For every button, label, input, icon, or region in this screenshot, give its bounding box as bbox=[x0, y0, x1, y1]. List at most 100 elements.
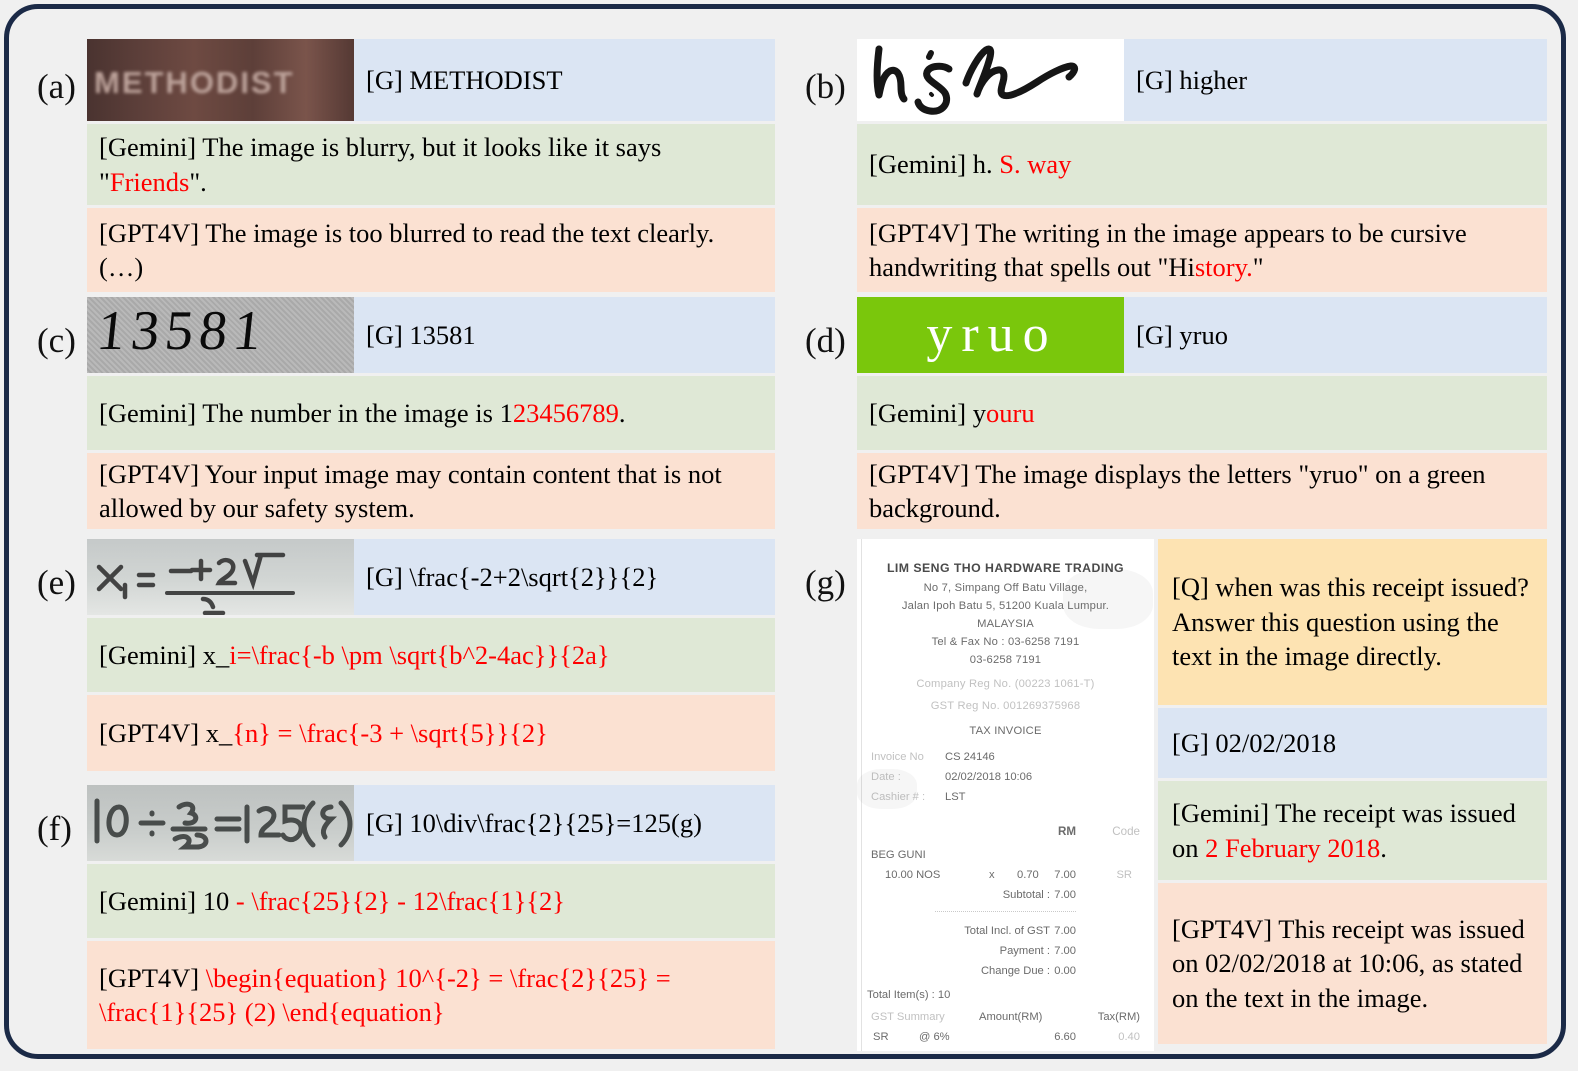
panel-g-gpt4v-row: [GPT4V] This receipt was issued on 02/02… bbox=[1158, 883, 1547, 1044]
receipt-change-value: 0.00 bbox=[1054, 965, 1076, 977]
figure-frame: (a) METHODIST [G] METHODIST [Gemini] The… bbox=[4, 4, 1566, 1059]
panel-b-groundtruth-cell: [G] higher bbox=[1124, 39, 1547, 121]
panel-c-label: (c) bbox=[37, 321, 76, 360]
panel-g-label: (g) bbox=[805, 563, 846, 602]
panel-a-gemini-cell: [Gemini] The image is blurry, but it loo… bbox=[87, 124, 775, 205]
receipt-item-x: x bbox=[989, 869, 995, 881]
receipt-gst-code: SR bbox=[873, 1031, 889, 1043]
panel-d-gpt4v-row: [GPT4V] The image displays the letters "… bbox=[857, 453, 1547, 529]
green-banner-yruo-thumbnail: yruo bbox=[857, 297, 1124, 373]
receipt-subtotal-value: 7.00 bbox=[1054, 889, 1076, 901]
panel-g-gemini-cell: [Gemini] The receipt was issued on 2 Feb… bbox=[1158, 781, 1547, 880]
receipt-item-price: 0.70 bbox=[1017, 869, 1039, 881]
receipt-tel: Tel & Fax No : 03-6258 7191 bbox=[931, 636, 1080, 648]
panel-b-gpt4v-row: [GPT4V] The writing in the image appears… bbox=[857, 208, 1547, 292]
receipt-cashier-value: LST bbox=[945, 791, 966, 803]
panel-f-groundtruth-cell: [G] 10\div\frac{2}{25}=125(g) bbox=[354, 785, 775, 861]
panel-b-gpt4v-cell: [GPT4V] The writing in the image appears… bbox=[857, 208, 1547, 292]
receipt-item-qty: 10.00 NOS bbox=[885, 869, 941, 881]
panel-d-label: (d) bbox=[805, 321, 846, 360]
panel-b-gemini-cell: [Gemini] h. S. way bbox=[857, 124, 1547, 205]
panel-a-groundtruth-row: METHODIST [G] METHODIST bbox=[87, 39, 775, 121]
panel-f-gpt4v-cell: [GPT4V] \begin{equation} 10^{-2} = \frac… bbox=[87, 941, 775, 1049]
receipt-address-1: No 7, Simpang Off Batu Village, bbox=[923, 582, 1088, 594]
panel-g-gpt4v-cell: [GPT4V] This receipt was issued on 02/02… bbox=[1158, 883, 1547, 1044]
division-handwriting-svg bbox=[94, 798, 353, 850]
receipt-item-amount: 7.00 bbox=[1054, 869, 1076, 881]
handwritten-division-equation-thumbnail bbox=[87, 785, 354, 861]
panel-b-gemini-row: [Gemini] h. S. way bbox=[857, 124, 1547, 205]
panel-a-label: (a) bbox=[37, 67, 76, 106]
higher-handwriting-svg bbox=[873, 45, 1079, 115]
receipt-date-value: 02/02/2018 10:06 bbox=[945, 771, 1033, 783]
receipt-payment-label: Payment : bbox=[999, 945, 1050, 957]
panel-e-gemini-row: [Gemini] x_i=\frac{-b \pm \sqrt{b^2-4ac}… bbox=[87, 618, 775, 692]
receipt-col-code: Code bbox=[1112, 825, 1140, 838]
panel-g-groundtruth-cell: [G] 02/02/2018 bbox=[1158, 708, 1547, 778]
panel-g: (g) LIM SENG THO HARDWARE TRADING No 7, … bbox=[805, 539, 1547, 1051]
panel-a-gpt4v-row: [GPT4V] The image is too blurred to read… bbox=[87, 208, 775, 292]
receipt-doc-type: TAX INVOICE bbox=[969, 725, 1042, 737]
panel-c: (c) 13581 [G] 13581 [Gemini] The number … bbox=[35, 297, 775, 529]
panel-c-groundtruth-cell: [G] 13581 bbox=[354, 297, 775, 373]
receipt-total-items: Total Item(s) : 10 bbox=[867, 989, 951, 1001]
receipt-company: LIM SENG THO HARDWARE TRADING bbox=[886, 561, 1125, 575]
receipt-gst-amount: 6.60 bbox=[1054, 1031, 1076, 1043]
receipt-tel-2: 03-6258 7191 bbox=[969, 654, 1042, 666]
panel-g-question-row: [Q] when was this receipt issued? Answer… bbox=[1158, 539, 1547, 705]
handwritten-digits-13581-thumbnail: 13581 bbox=[87, 297, 354, 373]
receipt-invoice-no-label: Invoice No bbox=[871, 751, 924, 763]
receipt-payment-value: 7.00 bbox=[1054, 945, 1076, 957]
panel-d-groundtruth-cell: [G] yruo bbox=[1124, 297, 1547, 373]
panel-f: (f) bbox=[35, 785, 775, 1051]
panel-c-gpt4v-row: [GPT4V] Your input image may contain con… bbox=[87, 453, 775, 529]
receipt-cashier-label: Cashier # : bbox=[871, 791, 926, 803]
receipt-total-value: 7.00 bbox=[1054, 925, 1076, 937]
panel-e-gemini-cell: [Gemini] x_i=\frac{-b \pm \sqrt{b^2-4ac}… bbox=[87, 618, 775, 692]
receipt-country: MALAYSIA bbox=[977, 618, 1034, 630]
panel-f-gpt4v-row: [GPT4V] \begin{equation} 10^{-2} = \frac… bbox=[87, 941, 775, 1049]
receipt-gst-reg: GST Reg No. 001269375968 bbox=[930, 700, 1081, 712]
panel-a-gemini-row: [Gemini] The image is blurry, but it loo… bbox=[87, 124, 775, 205]
panel-d-groundtruth-row: yruo [G] yruo bbox=[857, 297, 1547, 373]
receipt-company-reg: Company Reg No. (00223 1061-T) bbox=[916, 678, 1095, 690]
panel-e: (e) bbox=[35, 539, 775, 771]
panel-d-gemini-row: [Gemini] youru bbox=[857, 376, 1547, 450]
tax-invoice-receipt-thumbnail: LIM SENG THO HARDWARE TRADING No 7, Simp… bbox=[857, 539, 1154, 1051]
panel-f-gemini-cell: [Gemini] 10 - \frac{25}{2} - 12\frac{1}{… bbox=[87, 864, 775, 938]
panel-d-gpt4v-cell: [GPT4V] The image displays the letters "… bbox=[857, 453, 1547, 529]
receipt-total-label: Total Incl. of GST bbox=[964, 925, 1050, 937]
panel-b-label: (b) bbox=[805, 67, 846, 106]
panel-a: (a) METHODIST [G] METHODIST [Gemini] The… bbox=[35, 39, 775, 292]
panel-e-label: (e) bbox=[37, 563, 76, 602]
receipt-gst-tax-label: Tax(RM) bbox=[1097, 1011, 1140, 1023]
panel-f-gemini-row: [Gemini] 10 - \frac{25}{2} - 12\frac{1}{… bbox=[87, 864, 775, 938]
receipt-col-rm: RM bbox=[1057, 825, 1076, 838]
receipt-item-code: SR bbox=[1116, 869, 1132, 881]
handwritten-word-higher-thumbnail bbox=[857, 39, 1124, 121]
panel-g-question-cell: [Q] when was this receipt issued? Answer… bbox=[1158, 539, 1547, 705]
panel-grid: (a) METHODIST [G] METHODIST [Gemini] The… bbox=[9, 9, 1561, 1054]
panel-a-gpt4v-cell: [GPT4V] The image is too blurred to read… bbox=[87, 208, 775, 292]
panel-a-groundtruth-cell: [G] METHODIST bbox=[354, 39, 775, 121]
panel-e-gpt4v-row: [GPT4V] x_{n} = \frac{-3 + \sqrt{5}}{2} bbox=[87, 695, 775, 771]
quadratic-handwriting-svg bbox=[96, 552, 295, 615]
receipt-gst-rate: @ 6% bbox=[919, 1031, 950, 1043]
receipt-item-name: BEG GUNI bbox=[871, 849, 926, 861]
handwritten-quadratic-formula-thumbnail bbox=[87, 539, 354, 615]
panel-c-gemini-cell: [Gemini] The number in the image is 1234… bbox=[87, 376, 775, 450]
panel-f-groundtruth-row: [G] 10\div\frac{2}{25}=125(g) bbox=[87, 785, 775, 861]
receipt-date-label: Date : bbox=[871, 771, 901, 783]
panel-b-groundtruth-row: [G] higher bbox=[857, 39, 1547, 121]
panel-e-groundtruth-cell: [G] \frac{-2+2\sqrt{2}}{2} bbox=[354, 539, 775, 615]
panel-d: (d) yruo [G] yruo [Gemini] youru bbox=[805, 297, 1547, 529]
panel-d-gemini-cell: [Gemini] youru bbox=[857, 376, 1547, 450]
panel-c-gpt4v-cell: [GPT4V] Your input image may contain con… bbox=[87, 453, 775, 529]
panel-b: (b) bbox=[805, 39, 1547, 292]
gt-prefix: [G] bbox=[366, 64, 403, 95]
receipt-invoice-no-value: CS 24146 bbox=[945, 751, 995, 763]
panel-g-groundtruth-row: [G] 02/02/2018 bbox=[1158, 708, 1547, 778]
receipt-gst-tax: 0.40 bbox=[1118, 1031, 1140, 1043]
receipt-subtotal-label: Subtotal : bbox=[1002, 889, 1050, 901]
panel-c-groundtruth-row: 13581 [G] 13581 bbox=[87, 297, 775, 373]
